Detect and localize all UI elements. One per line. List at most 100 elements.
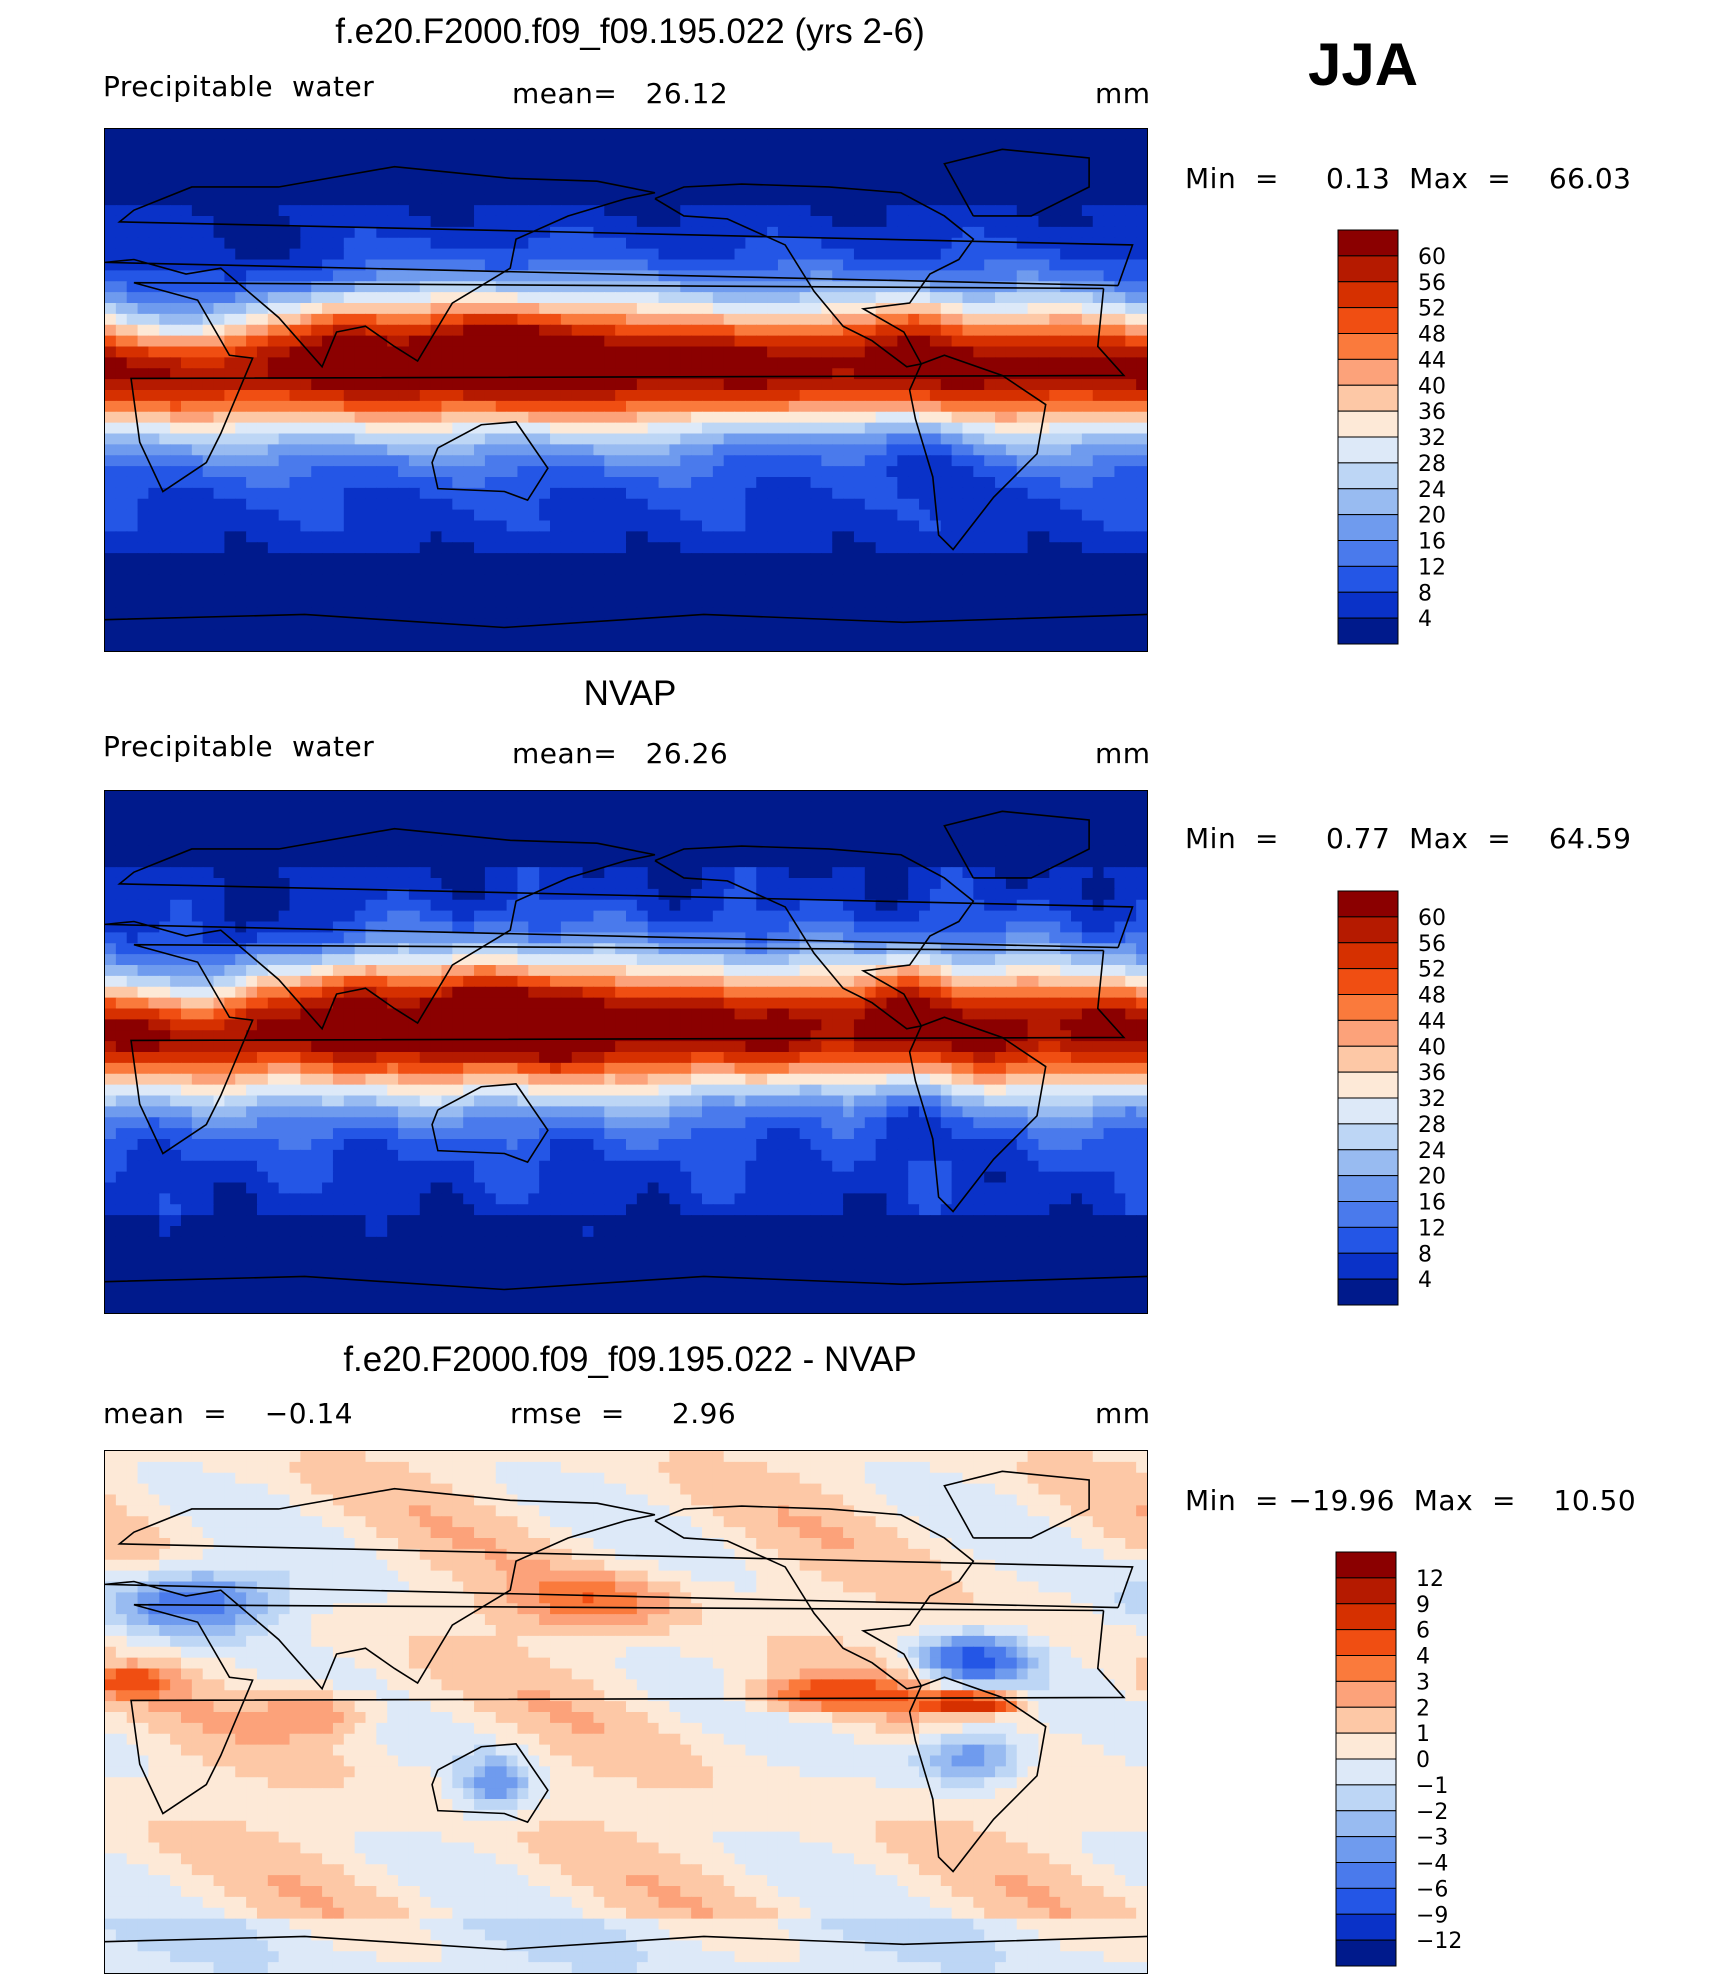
panel-1-variable-label: Precipitable water — [103, 70, 375, 103]
colorbar-swatch — [1335, 1862, 1397, 1889]
colorbar-tick-label: −12 — [1416, 1929, 1462, 1954]
colorbar-tick-label: 16 — [1418, 530, 1446, 555]
colorbar-tick-label: 56 — [1418, 271, 1446, 296]
colorbar-tick-label: 28 — [1418, 452, 1446, 477]
colorbar-swatch — [1337, 281, 1399, 309]
coastlines — [105, 148, 1147, 629]
colorbar-swatch — [1335, 1603, 1397, 1631]
coastline — [105, 613, 1147, 629]
colorbar-tick-label: 44 — [1418, 1009, 1446, 1034]
colorbar-tick-label: 0 — [1416, 1748, 1430, 1773]
colorbar-tick-label: 4 — [1416, 1645, 1430, 1670]
panel-2-minmax: Min = 0.77 Max = 64.59 — [1185, 822, 1632, 855]
colorbar-swatch — [1337, 1252, 1399, 1280]
colorbar-tick-label: 36 — [1418, 1061, 1446, 1086]
coastline — [105, 1487, 1134, 1691]
colorbar-tick-label: 12 — [1416, 1567, 1444, 1592]
coastlines — [105, 1470, 1147, 1951]
panel-1-colorbar: 60 56 52 48 44 40 36 32 28 24 20 16 12 8 4 — [1337, 229, 1478, 645]
colorbar-swatch — [1337, 307, 1399, 334]
panel-1-title: f.e20.F2000.f09_f09.195.022 (yrs 2-6) — [335, 12, 925, 51]
colorbar-tick-label: 12 — [1418, 1216, 1446, 1241]
colorbar-swatch — [1335, 1732, 1397, 1760]
colorbar-tick-label: 32 — [1418, 426, 1446, 451]
colorbar-swatch — [1337, 1045, 1399, 1073]
colorbar-swatch — [1337, 942, 1399, 970]
coastline — [105, 1935, 1147, 1951]
coastline — [431, 1083, 549, 1164]
panel-1-map-plot — [105, 129, 1147, 651]
colorbar-swatch — [1337, 255, 1399, 283]
coastline — [105, 827, 1134, 1031]
coastline — [654, 183, 975, 368]
colorbar-swatch — [1337, 1149, 1399, 1177]
colorbar-swatch — [1335, 1629, 1397, 1656]
colorbar-swatch — [1337, 994, 1399, 1021]
colorbar-tick-label: 44 — [1418, 348, 1446, 373]
colorbar-swatch — [1335, 1706, 1397, 1734]
colorbar-swatch — [1337, 1019, 1399, 1047]
coastline — [908, 1676, 1047, 1873]
colorbar-swatch — [1335, 1913, 1397, 1941]
colorbar-swatch — [1337, 617, 1399, 645]
panel-1-minmax: Min = 0.13 Max = 66.03 — [1185, 162, 1632, 195]
panel-2-map-plot — [105, 791, 1147, 1313]
colorbar-tick-label: 8 — [1418, 581, 1432, 606]
colorbar-tick-label: 16 — [1418, 1191, 1446, 1216]
coastline — [943, 148, 1090, 217]
colorbar-swatch — [1337, 916, 1399, 944]
colorbar-tick-label: 24 — [1418, 1139, 1446, 1164]
field-cells — [105, 129, 1147, 651]
panel-3-colorbar: 12 9 6 4 3 2 1 0 −1 −2 −3 −4 −6 −9 −12 — [1335, 1551, 1476, 1967]
panel-2-colorbar: 60 56 52 48 44 40 36 32 28 24 20 16 12 8 4 — [1337, 890, 1478, 1306]
coastline — [654, 1505, 975, 1690]
colorbar-swatch — [1335, 1784, 1397, 1812]
colorbar-tick-label: 3 — [1416, 1670, 1430, 1695]
colorbar-tick-label: −6 — [1416, 1877, 1448, 1902]
colorbar-tick-label: −3 — [1416, 1826, 1448, 1851]
colorbar-swatch — [1335, 1551, 1397, 1579]
colorbar-tick-label: 36 — [1418, 400, 1446, 425]
colorbar-tick-label: 8 — [1418, 1242, 1432, 1267]
coastline — [130, 1603, 1126, 1815]
colorbar-tick-label: 40 — [1418, 374, 1446, 399]
colorbar-tick-label: −4 — [1416, 1852, 1448, 1877]
colorbar-tick-label: 40 — [1418, 1035, 1446, 1060]
colorbar-swatch — [1337, 1201, 1399, 1228]
coastline — [105, 165, 1134, 369]
colorbar-tick-label: 9 — [1416, 1593, 1430, 1618]
colorbar-swatch — [1337, 436, 1399, 464]
colorbar-tick-label: 20 — [1418, 504, 1446, 529]
colorbar-tick-label: 4 — [1418, 1268, 1432, 1293]
panel-1-mean-label: mean= 26.12 — [512, 77, 729, 110]
coastline — [943, 810, 1090, 879]
colorbar-swatch — [1335, 1810, 1397, 1838]
colorbar-swatch — [1337, 968, 1399, 995]
colorbar-swatch — [1337, 1175, 1399, 1202]
panel-2-mean-label: mean= 26.26 — [512, 737, 729, 770]
colorbar-swatch — [1335, 1887, 1397, 1915]
colorbar-swatch — [1335, 1758, 1397, 1786]
colorbar-swatch — [1335, 1836, 1397, 1863]
coastline — [130, 943, 1126, 1155]
colorbar-swatch — [1335, 1655, 1397, 1682]
colorbar-swatch — [1337, 565, 1399, 593]
colorbar-tick-label: 6 — [1416, 1619, 1430, 1644]
panel-2-map — [104, 790, 1148, 1314]
panel-3-title: f.e20.F2000.f09_f09.195.022 - NVAP — [343, 1340, 917, 1379]
coastline — [105, 1275, 1147, 1291]
colorbar-swatch — [1337, 1071, 1399, 1099]
colorbar-tick-label: −9 — [1416, 1903, 1448, 1928]
panel-3-mean-label: mean = −0.14 — [103, 1397, 354, 1430]
colorbar-tick-label: 2 — [1416, 1696, 1430, 1721]
colorbar-swatch — [1335, 1939, 1397, 1967]
colorbar-tick-label: 48 — [1418, 323, 1446, 348]
colorbar-tick-label: 60 — [1418, 906, 1446, 931]
coastline — [431, 421, 549, 502]
coastline — [943, 1470, 1090, 1539]
colorbar-tick-label: 20 — [1418, 1165, 1446, 1190]
panel-3-minmax: Min = −19.96 Max = 10.50 — [1185, 1484, 1637, 1517]
colorbar-swatch — [1337, 358, 1399, 386]
colorbar-swatch — [1337, 410, 1399, 438]
colorbar-tick-label: 32 — [1418, 1087, 1446, 1112]
